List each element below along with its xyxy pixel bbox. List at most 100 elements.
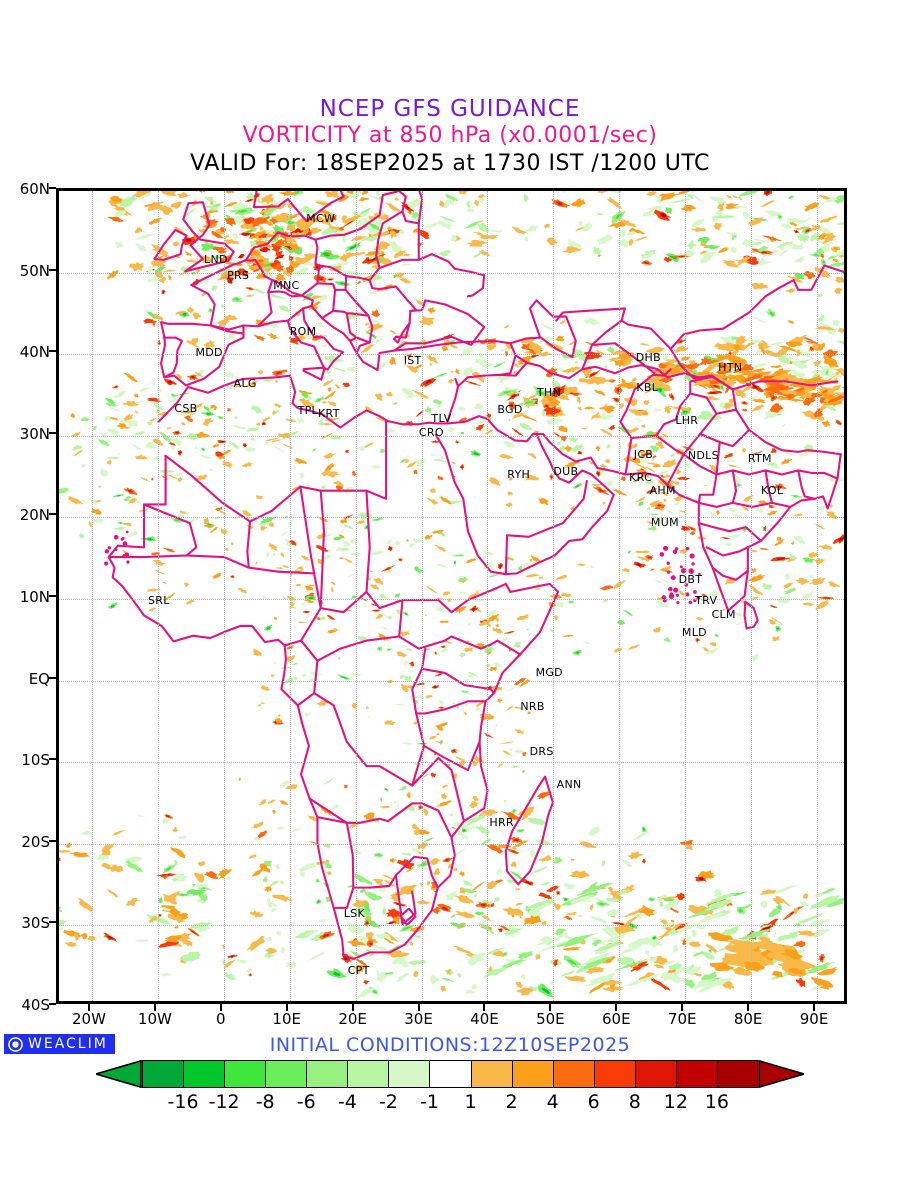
colorbar-swatch[interactable]	[183, 1060, 225, 1088]
city-label: CRO	[418, 425, 444, 439]
colorbar-swatch[interactable]	[429, 1060, 471, 1088]
coastline-overlay	[107, 191, 844, 960]
lon-tick-label: 20E	[338, 1010, 367, 1028]
lon-tick-mark	[285, 1004, 288, 1011]
colorbar-swatch[interactable]	[265, 1060, 307, 1088]
lon-tick-mark	[615, 1004, 618, 1011]
city-label: LND	[204, 253, 228, 267]
lon-tick-label: 20W	[71, 1010, 106, 1028]
variable-title: VORTICITY at 850 hPa (x0.0001/sec)	[242, 123, 658, 148]
colorbar-tick-label: 1	[464, 1091, 477, 1113]
title-block: NCEP GFS GUIDANCE VORTICITY at 850 hPa (…	[0, 96, 900, 178]
colorbar: -16 -12 -8 -6 -4 -2 -1 1 2 4 6 8 12 16	[0, 1060, 900, 1115]
lon-tick-mark	[417, 1004, 420, 1011]
lat-tick-label: 10S	[21, 751, 50, 770]
city-label: HRR	[489, 816, 514, 830]
gridline-parallel	[59, 272, 844, 275]
lat-tick-label: 60N	[19, 180, 50, 198]
lon-tick-label: 50E	[536, 1010, 565, 1028]
colorbar-swatch[interactable]	[306, 1060, 348, 1088]
city-label: TPL	[297, 404, 318, 418]
colorbar-swatch[interactable]	[593, 1060, 635, 1088]
lon-tick-mark	[87, 1004, 90, 1011]
lon-tick-label: 60E	[601, 1010, 631, 1028]
weaclim-logo[interactable]: WEACLIM	[4, 1034, 115, 1054]
colorbar-tick-label: 4	[546, 1091, 559, 1113]
lon-tick-label: 0	[216, 1010, 226, 1028]
city-label: LHR	[675, 414, 699, 428]
city-label: KBL	[636, 381, 659, 395]
gridline-meridian	[91, 191, 94, 1001]
initial-conditions-text: INITIAL CONDITIONS:12Z10SEP2025	[269, 1034, 631, 1056]
city-label: RYH	[507, 467, 531, 481]
colorbar-swatch[interactable]	[634, 1060, 676, 1088]
lat-tick-mark	[49, 839, 56, 842]
colorbar-tick-label: 6	[587, 1091, 600, 1113]
colorbar-swatch[interactable]	[716, 1060, 758, 1088]
colorbar-ticks: -16 -12 -8 -6 -4 -2 -1 1 2 4 6 8 12 16	[142, 1091, 758, 1115]
colorbar-tick-label: -6	[296, 1091, 316, 1113]
colorbar-swatch[interactable]	[470, 1060, 512, 1088]
colorbar-swatch[interactable]	[142, 1060, 184, 1088]
colorbar-swatch[interactable]	[511, 1060, 553, 1088]
city-label: CSB	[174, 401, 198, 415]
colorbar-cells[interactable]	[96, 1060, 804, 1088]
model-title: NCEP GFS GUIDANCE	[319, 96, 581, 122]
gridline-meridian	[487, 191, 489, 1001]
city-label: THN	[536, 386, 562, 400]
circle-logo-icon	[8, 1036, 23, 1052]
city-label: MNC	[273, 278, 300, 292]
map-plot-area[interactable]: MCW LND PRS MNC ROM MDD IST ALG CSB TPL KRT TLV CRO B…	[56, 188, 847, 1004]
valid-time-title: VALID For: 18SEP2025 at 1730 IST /1200 U…	[190, 151, 710, 176]
colorbar-tick-label: -8	[255, 1091, 275, 1113]
colorbar-tick-label: -16	[167, 1091, 199, 1113]
lat-tick-label: 30N	[19, 424, 50, 443]
lat-tick-label: EQ	[28, 669, 50, 688]
city-label: RTM	[747, 451, 772, 465]
colorbar-tick-label: 8	[628, 1091, 641, 1113]
gridline-meridian	[751, 191, 753, 1001]
gridline-parallel	[59, 762, 844, 764]
city-label: HTN	[718, 361, 743, 375]
city-label: MGD	[535, 666, 563, 680]
lon-tick-label: 10E	[272, 1010, 301, 1028]
gridline-meridian	[289, 191, 292, 1001]
lat-tick-mark	[49, 595, 56, 597]
city-label: NDLS	[687, 449, 719, 463]
city-label: MDD	[195, 346, 223, 360]
lon-tick-mark	[153, 1004, 156, 1011]
gridline-meridian	[619, 191, 621, 1001]
lon-tick-mark	[483, 1004, 486, 1011]
gridline-parallel	[59, 354, 844, 356]
gridline-meridian	[553, 191, 555, 1001]
colorbar-swatch[interactable]	[224, 1060, 266, 1088]
city-label: CPT	[347, 964, 370, 978]
city-label: KRT	[318, 406, 340, 420]
lat-tick-label: 20S	[21, 832, 50, 851]
gridline-parallel	[59, 680, 844, 683]
weaclim-label: WEACLIM	[28, 1036, 108, 1052]
lon-tick-label: 80E	[733, 1010, 763, 1028]
colorbar-swatch[interactable]	[552, 1060, 594, 1088]
gridline-parallel	[59, 925, 844, 927]
lat-tick-label: 20N	[19, 506, 50, 525]
colorbar-swatch[interactable]	[675, 1060, 717, 1088]
colorbar-tick-label: -12	[208, 1091, 240, 1113]
colorbar-tick-label: -1	[419, 1091, 439, 1113]
city-label: DHB	[635, 351, 661, 365]
colorbar-swatch[interactable]	[347, 1060, 389, 1088]
city-label: TLV	[431, 412, 452, 426]
colorbar-tick-label: -2	[378, 1091, 398, 1113]
city-label: ANN	[556, 778, 582, 792]
lat-tick-label: 40N	[19, 343, 50, 362]
lat-tick-mark	[49, 187, 56, 189]
gridline-parallel	[59, 435, 844, 438]
colorbar-tick-label: 16	[704, 1091, 730, 1113]
city-label: KOL	[761, 484, 784, 498]
lon-tick-label: 10W	[137, 1010, 172, 1028]
city-label: NRB	[520, 699, 545, 713]
colorbar-swatch[interactable]	[388, 1060, 430, 1088]
city-label: BGD	[497, 402, 523, 416]
gridline-parallel	[59, 517, 844, 519]
city-label: KRC	[629, 471, 653, 485]
